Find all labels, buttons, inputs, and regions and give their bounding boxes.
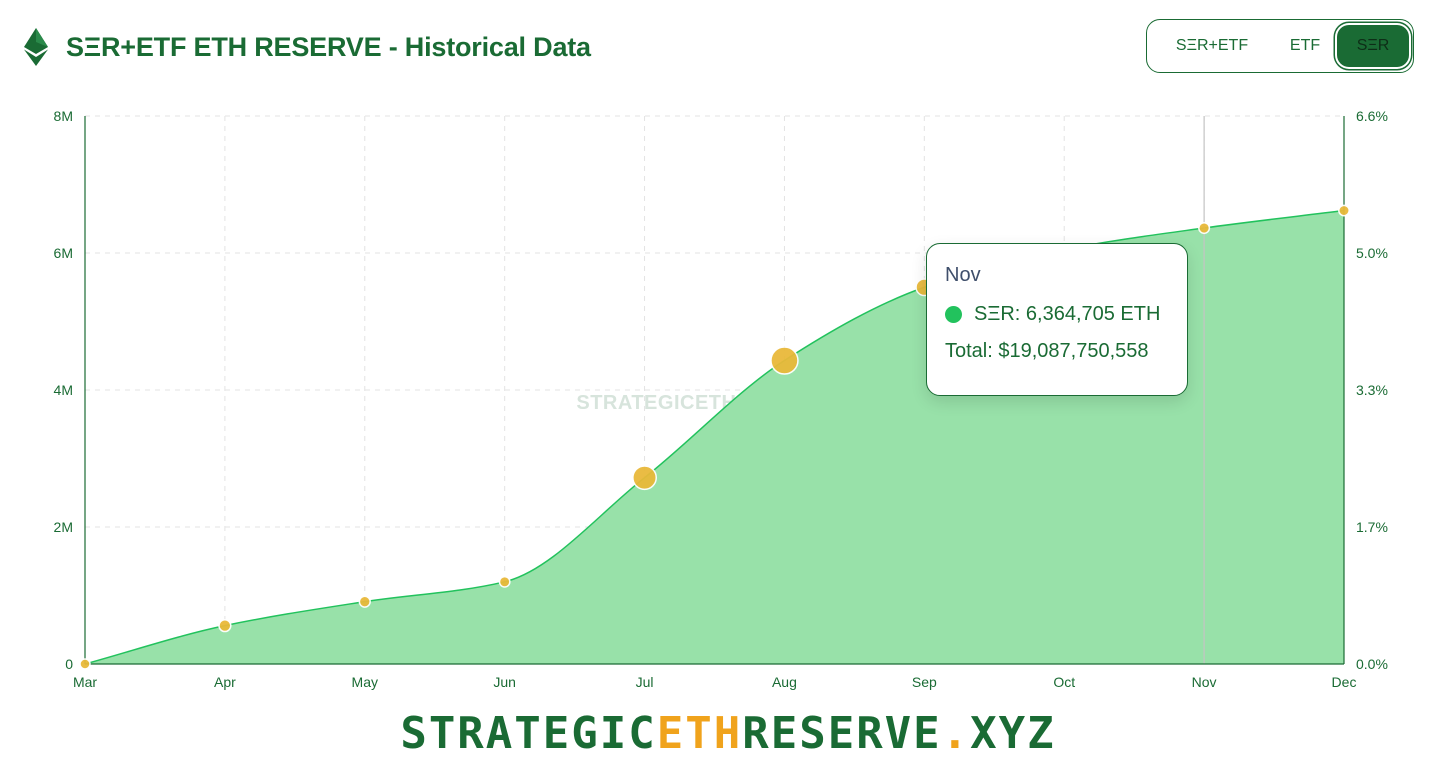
data-point-jul[interactable] <box>632 465 658 491</box>
y-right-tick-label-3: 5.0% <box>1356 245 1388 261</box>
footer-wordmark-strategic: STRATEGIC <box>400 708 657 759</box>
y-right-tick-label-1: 1.7% <box>1356 519 1388 535</box>
chart-header: SΞR+ETF ETH RESERVE - Historical Data <box>24 28 591 66</box>
tooltip-total-value: Total: $19,087,750,558 <box>945 340 1149 362</box>
x-tick-label-nov: Nov <box>1192 674 1217 690</box>
footer-wordmark-xyz: XYZ <box>970 708 1056 759</box>
footer-wordmark-eth: ETH <box>656 708 743 759</box>
tooltip-month: Nov <box>945 264 981 286</box>
y-right-tick-label-0: 0.0% <box>1356 656 1388 672</box>
series-line <box>84 209 1345 665</box>
toggle-ser-button[interactable]: SΞR <box>1337 25 1409 67</box>
x-tick-label-jun: Jun <box>493 674 516 690</box>
x-tick-label-apr: Apr <box>214 674 236 690</box>
tooltip-series-dot <box>945 306 962 323</box>
tooltip-series-value: SΞR: 6,364,705 ETH <box>974 303 1161 325</box>
toggle-ser-etf-button[interactable]: SΞR+ETF <box>1175 37 1249 54</box>
x-tick-label-aug: Aug <box>772 674 797 690</box>
data-point-may[interactable] <box>358 595 371 608</box>
data-point-nov[interactable] <box>1198 221 1211 235</box>
y-left-tick-label-1: 2M <box>54 519 73 535</box>
footer-wordmark[interactable]: STRATEGICETHRESERVE.XYZ <box>0 708 1456 759</box>
y-left-tick-label-0: 0 <box>65 656 73 672</box>
y-right-tick-label-4: 6.6% <box>1356 108 1388 124</box>
y-left-tick-label-2: 4M <box>54 382 73 398</box>
y-left-tick-label-4: 8M <box>54 108 73 124</box>
chart-tooltip: Nov SΞR: 6,364,705 ETH Total: $19,087,75… <box>926 243 1188 396</box>
data-point-dec[interactable] <box>1338 204 1350 217</box>
historical-area-chart[interactable]: STRATEGICETHRESERVE.XYZ02M4M6M8M0.0%1.7%… <box>0 0 1456 700</box>
x-tick-label-dec: Dec <box>1332 674 1357 690</box>
x-tick-label-mar: Mar <box>73 674 97 690</box>
data-point-mar[interactable] <box>79 658 91 670</box>
data-point-apr[interactable] <box>218 618 232 633</box>
chart-title: SΞR+ETF ETH RESERVE - Historical Data <box>66 31 591 62</box>
series-toggle: SΞR+ETF ETF SΞR <box>1146 19 1414 73</box>
x-tick-label-may: May <box>352 674 378 690</box>
x-tick-label-jul: Jul <box>636 674 654 690</box>
x-tick-label-oct: Oct <box>1053 674 1075 690</box>
footer-wordmark-dot: . <box>941 708 971 759</box>
toggle-etf-button[interactable]: ETF <box>1289 37 1321 54</box>
footer-wordmark-reserve: RESERVE <box>742 708 942 759</box>
y-right-tick-label-2: 3.3% <box>1356 382 1388 398</box>
y-left-tick-label-3: 6M <box>54 245 73 261</box>
data-point-aug[interactable] <box>770 346 799 375</box>
data-point-jun[interactable] <box>498 575 511 588</box>
x-tick-label-sep: Sep <box>912 674 937 690</box>
ethereum-icon <box>24 28 48 66</box>
